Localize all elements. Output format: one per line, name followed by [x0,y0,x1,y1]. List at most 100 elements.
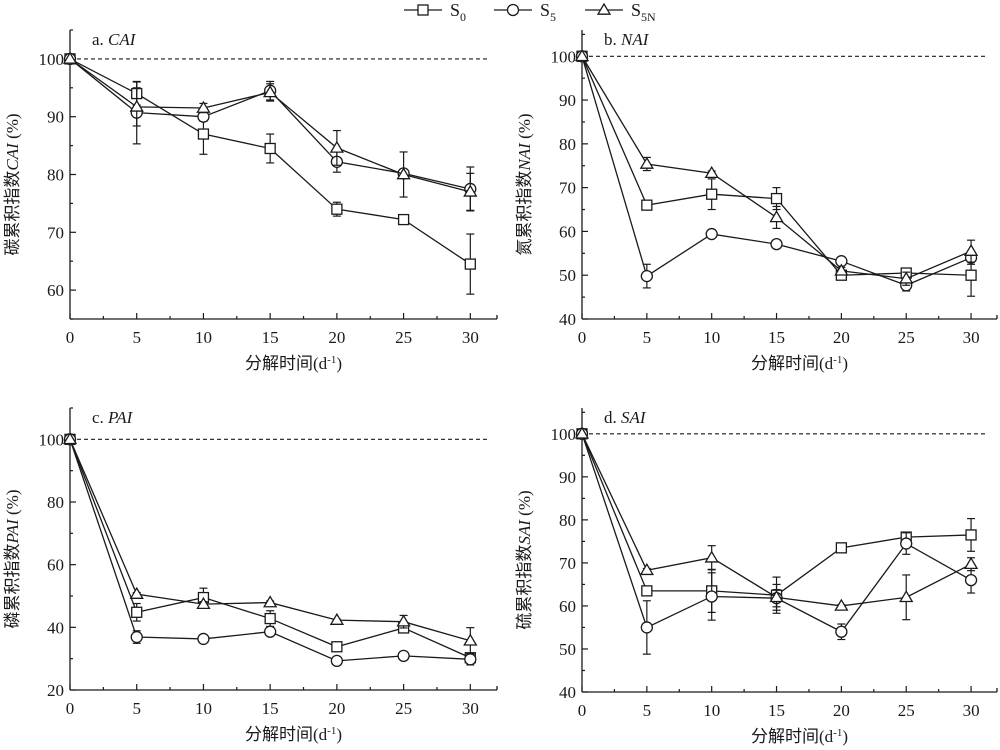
x-axis-title-sup: -1 [327,725,336,737]
panel-title-index: SAI [621,408,647,427]
legend-marker-circle [506,3,520,17]
x-axis-title-sup: -1 [327,354,336,366]
y-tick-label: 40 [559,683,576,702]
y-axis-title-index: NAI [515,142,534,172]
legend-item: S5 [494,0,556,24]
panel-title-prefix: a. [92,30,108,49]
y-tick-label: 60 [47,556,64,575]
data-point-triangle [574,426,590,439]
data-point-square [835,542,848,554]
x-axis-title-text: 分解时间(d [245,725,328,744]
series-S5 [575,427,978,655]
x-tick-label: 25 [898,701,915,720]
data-point-square [264,142,276,155]
panel-title-index: CAI [108,30,137,49]
x-tick-label: 30 [462,328,479,347]
data-point-triangle [704,165,719,179]
series-S5 [575,50,978,292]
y-tick-label: 60 [559,597,576,616]
panel-title-index: PAI [107,408,134,427]
data-point-square [131,606,143,618]
x-tick-label: 30 [963,328,980,347]
x-tick-label: 5 [132,699,141,718]
data-point-circle [964,573,978,587]
series-S5 [63,433,477,668]
panel-title: a. CAI [92,30,137,49]
x-axis-title-sup: -1 [833,354,842,366]
y-tick-label: 60 [559,222,576,241]
data-point-triangle [463,633,478,646]
x-axis-title-close: ) [842,354,848,373]
series-line [581,56,972,286]
x-tick-label: 15 [262,699,279,718]
y-axis-title-unit: (%) [515,490,534,520]
legend-label-main: S [540,0,550,20]
data-point-triangle [263,85,278,98]
x-tick-label: 20 [328,328,345,347]
data-point-circle [705,590,718,603]
x-tick-label: 25 [395,699,412,718]
series-S5N [574,48,979,286]
data-point-triangle [396,167,411,180]
x-axis-title-text: 分解时间(d [245,354,328,373]
y-axis-title-cn: 碳累积指数 [3,171,22,256]
data-point-circle [705,227,718,241]
data-point-triangle [129,99,144,112]
data-point-square [770,192,783,205]
y-axis-title: 硫累积指数SAI (%) [515,490,534,629]
y-axis-title-unit: (%) [515,113,534,143]
x-tick-label: 10 [703,701,720,720]
legend-label-sub: 5 [550,10,556,24]
y-axis-title: 氮累积指数NAI (%) [515,113,534,255]
series-line [581,433,972,596]
data-point-triangle [396,614,411,627]
series-S5N [62,51,478,211]
x-tick-label: 0 [66,699,75,718]
data-point-triangle [769,210,784,223]
data-point-triangle [704,550,719,563]
x-tick-label: 15 [768,328,785,347]
y-axis-title-cn: 硫累积指数 [515,545,534,630]
x-tick-label: 20 [833,701,850,720]
y-axis-title-index: CAI [3,142,22,171]
y-tick-label: 80 [559,135,576,154]
x-axis-title-text: 分解时间(d [751,727,834,746]
data-point-circle [397,649,410,662]
data-point-triangle [834,263,849,276]
y-tick-label: 40 [47,618,64,637]
y-tick-label: 100 [551,425,577,444]
data-point-square [965,269,977,281]
x-axis-title-close: ) [842,727,848,746]
data-point-triangle [834,598,849,611]
y-tick-label: 90 [47,108,64,127]
x-axis-title: 分解时间(d-1) [245,725,342,744]
x-tick-label: 0 [66,328,75,347]
data-point-circle [464,653,477,666]
data-point-circle [640,621,653,634]
panel-a: 0 5 10 15 20 25 30 60 70 80 90 100 a. CAI 分解时间(d-1) 碳累… [3,29,498,373]
data-point-square [331,203,343,215]
x-tick-label: 30 [462,699,479,718]
y-axis-title-cn: 氮累积指数 [515,171,534,256]
data-point-triangle [899,271,914,284]
data-point-square [641,199,653,211]
x-tick-label: 20 [328,699,345,718]
panel-title: d. SAI [604,408,647,427]
legend-marker-triangle [596,2,612,15]
data-point-square [197,128,210,140]
x-axis-title: 分解时间(d-1) [751,354,848,373]
x-axis-title-close: ) [336,354,342,373]
data-point-square [706,188,718,200]
y-tick-label: 80 [559,511,576,530]
y-axis-title-unit: (%) [3,490,22,520]
x-tick-label: 10 [195,699,212,718]
x-tick-label: 20 [833,328,850,347]
legend-label-main: S [450,0,460,20]
data-point-circle [770,237,783,251]
series-line [69,58,471,190]
data-point-triangle [329,140,345,153]
x-tick-label: 25 [395,328,412,347]
data-point-triangle [196,100,211,113]
panel-title-prefix: c. [92,408,108,427]
